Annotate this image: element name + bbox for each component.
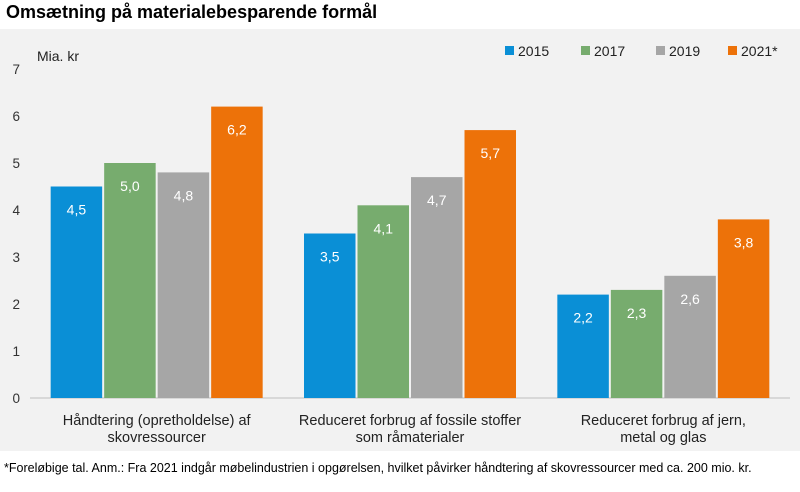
data-label: 5,7 [481,145,501,161]
y-tick-label: 5 [12,156,20,171]
bar-chart: 0 1 2 3 4 5 6 7 Mia. kr 4,5 5,0 4,8 6,2 Håndtering (o… [12,43,790,446]
y-tick-label: 0 [12,391,20,406]
chart-title: Omsætning på materialebesparende formål [6,2,378,22]
data-label: 4,7 [427,192,447,208]
legend-label: 2015 [518,43,549,59]
data-label: 4,1 [374,220,394,236]
bar-2015-1 [304,233,356,398]
category-label: som råmaterialer [356,430,465,446]
category-label: Reduceret forbrug af fossile stoffer [299,413,521,429]
y-tick-label: 4 [12,203,20,218]
bar-2017-1 [357,205,409,398]
data-label: 2,3 [627,305,647,321]
legend-swatch-2017 [581,46,590,55]
category-label: Reduceret forbrug af jern, [581,413,746,429]
data-label: 5,0 [120,178,140,194]
bar-2019-1 [411,177,463,398]
data-label: 4,8 [174,187,194,203]
legend-label: 2017 [594,43,625,59]
data-label: 6,2 [227,122,247,138]
y-tick-label: 6 [12,109,20,124]
bar-2019-0 [157,172,210,398]
legend-swatch-2015 [505,46,514,55]
footnote: *Foreløbige tal. Anm.: Fra 2021 indgår m… [4,461,752,475]
bar-2021-0 [211,106,263,398]
y-axis-label: Mia. kr [37,48,79,64]
y-tick-label: 3 [12,250,20,265]
bar-2017-0 [104,163,156,398]
data-label: 3,5 [320,249,340,265]
data-label: 4,5 [67,202,87,218]
bar-2017-2 [610,289,663,398]
legend-swatch-2019 [656,46,665,55]
category-label: metal og glas [620,430,706,446]
data-label: 2,6 [680,291,700,307]
data-label: 3,8 [734,234,754,250]
legend-label: 2021* [741,43,778,59]
category-label: skovressourcer [108,430,206,446]
bar-2015-0 [50,186,103,398]
category-label: Håndtering (opretholdelse) af [63,413,252,429]
legend-swatch-2021 [728,46,737,55]
bar-2019-2 [664,275,716,398]
legend-label: 2019 [669,43,700,59]
bar-2015-2 [557,294,609,398]
bar-2021-2 [717,219,770,398]
data-label: 2,2 [573,310,593,326]
y-tick-label: 1 [12,344,20,359]
bar-2021-1 [464,130,516,398]
y-tick-label: 2 [12,297,20,312]
y-tick-label: 7 [12,62,20,77]
